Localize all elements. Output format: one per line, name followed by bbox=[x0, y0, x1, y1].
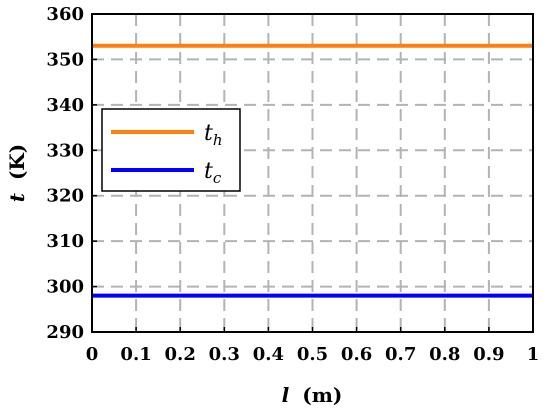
y-axis-unit: (K) bbox=[5, 144, 29, 180]
legend-label-th: th bbox=[204, 121, 223, 149]
x-tick-label: 0.2 bbox=[165, 344, 196, 365]
y-tick-label: 320 bbox=[46, 186, 84, 207]
x-axis-label: l (m) bbox=[282, 383, 343, 407]
y-tick-label: 300 bbox=[46, 277, 84, 298]
y-tick-label: 310 bbox=[46, 231, 84, 252]
legend-label-tc: tc bbox=[204, 159, 222, 187]
x-tick-label: 0 bbox=[86, 344, 99, 365]
x-tick-label: 0.3 bbox=[209, 344, 240, 365]
x-tick-label: 0.6 bbox=[341, 344, 372, 365]
x-axis-var: l bbox=[282, 383, 290, 407]
y-axis-label: t (K) bbox=[5, 144, 29, 203]
y-tick-labels: 290 300 310 320 330 340 350 360 bbox=[46, 4, 97, 343]
x-tick-label: 0.4 bbox=[253, 344, 284, 365]
y-axis-var: t bbox=[5, 192, 29, 202]
x-tick-label: 0.7 bbox=[385, 344, 416, 365]
x-axis-unit: (m) bbox=[302, 383, 342, 407]
x-tick-labels: 0 0.1 0.2 0.3 0.4 0.5 0.6 0.7 0.8 0.9 1 bbox=[86, 327, 540, 365]
y-tick-label: 290 bbox=[46, 322, 84, 343]
y-tick-label: 350 bbox=[46, 49, 84, 70]
y-tick-label: 360 bbox=[46, 4, 84, 25]
x-tick-label: 0.1 bbox=[120, 344, 151, 365]
x-tick-label: 1 bbox=[527, 344, 540, 365]
x-tick-label: 0.9 bbox=[473, 344, 504, 365]
series-layer bbox=[92, 43, 533, 298]
y-tick-label: 340 bbox=[46, 95, 84, 116]
x-tick-label: 0.8 bbox=[429, 344, 460, 365]
x-tick-label: 0.5 bbox=[297, 344, 328, 365]
legend-box bbox=[101, 108, 241, 192]
legend: th tc bbox=[101, 108, 241, 192]
y-tick-label: 330 bbox=[46, 140, 84, 161]
